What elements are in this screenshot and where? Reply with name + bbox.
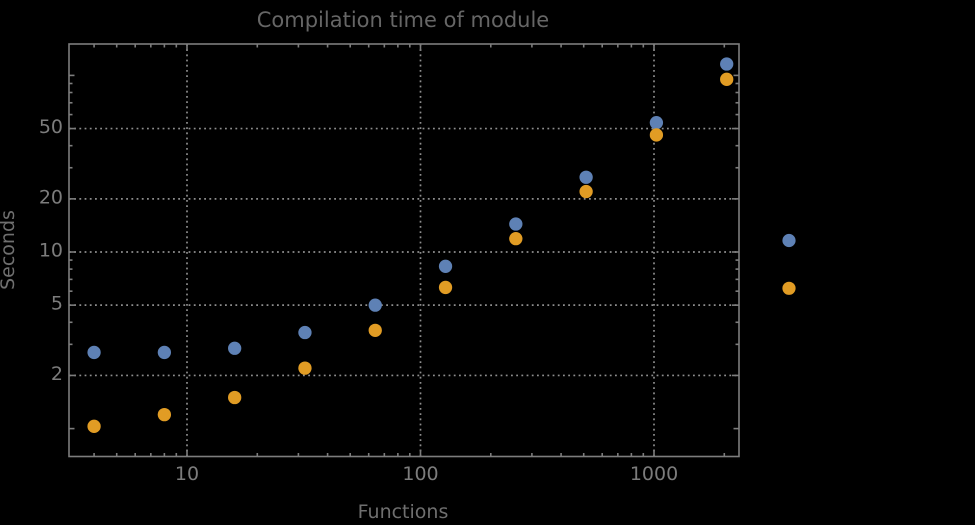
data-point-series-2-orange-x128 bbox=[438, 280, 453, 295]
data-point-series-2-orange-x16 bbox=[228, 390, 242, 405]
data-point-series-1-blue-x4 bbox=[87, 345, 101, 360]
y-axis-label: Seconds bbox=[0, 210, 19, 290]
data-point-series-1-blue-x2048 bbox=[720, 57, 734, 71]
y-tick-label-5: 5 bbox=[51, 293, 63, 315]
data-point-series-2-orange-x8 bbox=[157, 407, 172, 422]
data-point-series-2-orange-x2048 bbox=[720, 72, 734, 86]
y-tick-label-50: 50 bbox=[39, 116, 63, 138]
x-tick-label-100: 100 bbox=[402, 463, 438, 485]
data-point-series-2-orange-x256 bbox=[509, 232, 523, 246]
y-tick-label-10: 10 bbox=[39, 240, 63, 262]
x-tick-label-10: 10 bbox=[175, 463, 199, 485]
data-point-series-1-blue-x16 bbox=[228, 341, 242, 355]
data-point-series-1-blue-x32 bbox=[298, 325, 312, 340]
data-point-series-1-blue-x1024 bbox=[649, 116, 664, 130]
gridlines-layer bbox=[69, 44, 739, 457]
data-point-series-1-blue-x8 bbox=[157, 345, 172, 360]
tick-labels-layer: 10 100 1000 2 5 10 20 50 bbox=[39, 116, 678, 485]
data-point-series-2-orange-x4 bbox=[87, 419, 101, 433]
y-tick-label-2: 2 bbox=[51, 363, 63, 385]
legend-marker-series-1-blue bbox=[782, 233, 796, 248]
data-point-series-1-blue-x256 bbox=[509, 217, 523, 231]
data-point-series-2-orange-x512 bbox=[579, 184, 593, 199]
legend-marker-series-2-orange bbox=[782, 281, 796, 295]
x-axis-label: Functions bbox=[358, 501, 449, 523]
data-point-series-1-blue-x128 bbox=[438, 259, 453, 273]
data-point-series-1-blue-x512 bbox=[579, 170, 593, 184]
data-point-series-2-orange-x64 bbox=[368, 323, 382, 338]
data-point-series-2-orange-x32 bbox=[298, 361, 312, 375]
data-point-series-1-blue-x64 bbox=[368, 298, 382, 312]
legend bbox=[782, 233, 796, 295]
chart-title: Compilation time of module bbox=[257, 8, 549, 32]
plot-frame bbox=[68, 43, 740, 458]
data-point-series-2-orange-x1024 bbox=[649, 128, 664, 142]
axis-ticks-layer bbox=[69, 44, 739, 457]
y-tick-label-20: 20 bbox=[39, 186, 63, 208]
data-points-layer bbox=[87, 57, 734, 433]
x-tick-label-1000: 1000 bbox=[630, 463, 678, 485]
